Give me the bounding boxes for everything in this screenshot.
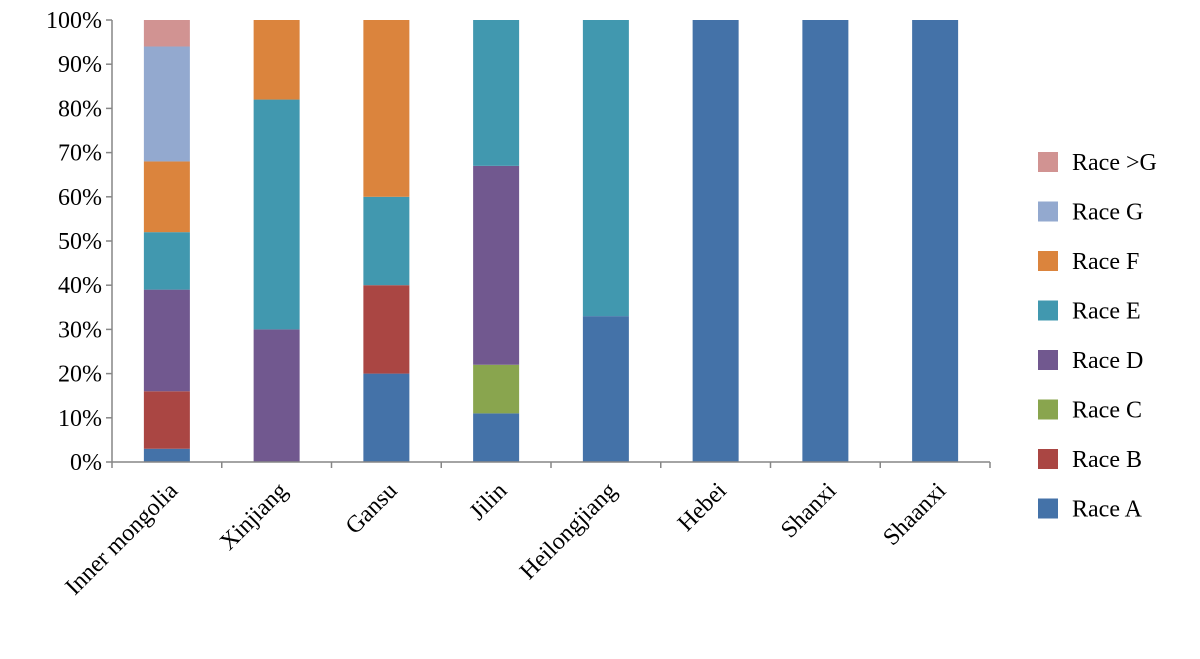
y-tick-label: 10% [58,406,102,432]
bar-segment-inner-mongolia-race-f [143,161,190,233]
y-tick-label: 60% [58,185,102,211]
category-label-gansu: Gansu [341,478,403,540]
legend-swatch-race-g [1038,201,1058,222]
bar-segment-heilongjiang-race-a [582,316,629,462]
legend-swatch-race-e [1038,300,1058,321]
legend-label-race-d: Race D [1072,348,1143,374]
legend-swatch-race-d [1038,350,1058,370]
bar-segment-xinjiang-race-f [253,20,300,100]
legend-label-race-gt-g: Race >G [1072,150,1157,176]
bar-segment-xinjiang-race-e [253,99,300,330]
bars-group [143,20,959,462]
bar-segment-jilin-race-c [473,364,520,414]
bar-segment-inner-mongolia-race-a [143,448,190,462]
bar-segment-inner-mongolia-race-b [143,391,190,449]
legend-swatch-race-c [1038,399,1058,420]
y-tick-label: 20% [58,362,102,388]
bar-segment-gansu-race-a [363,373,410,462]
legend-label-race-f: Race F [1072,249,1139,275]
legend-swatch-race-b [1038,449,1058,469]
y-tick-label: 30% [58,317,102,343]
y-tick-label: 90% [58,52,102,78]
y-tick-label: 100% [46,8,102,34]
bar-segment-inner-mongolia-race-d [143,289,190,392]
bar-segment-hebei-race-a [692,20,739,462]
y-tick-label: 40% [58,273,102,299]
y-tick-label: 0% [70,450,102,476]
y-tick-label: 50% [58,229,102,255]
legend-swatch-race-a [1038,498,1058,519]
category-label-shaanxi: Shaanxi [878,478,951,551]
x-tick-marks [111,462,991,468]
bar-segment-shaanxi-race-a [912,20,959,462]
bar-segment-gansu-race-e [363,196,410,286]
legend-label-race-e: Race E [1072,299,1141,325]
legend-swatch-race-f [1038,251,1058,271]
category-label-hebei: Hebei [673,478,732,537]
bar-segment-xinjiang-race-d [253,329,300,462]
y-tick-labels: 0% 10% 20% 30% 40% 50% 60% 70% 80% 90% 100% [46,8,112,476]
legend-label-race-c: Race C [1072,398,1142,424]
legend-label-race-b: Race B [1072,447,1142,473]
category-label-heilongjiang: Heilongjiang [515,478,622,585]
axes-group [111,20,990,463]
bar-segment-inner-mongolia-race-g [143,46,190,162]
legend-swatch-race-gt-g [1038,152,1058,172]
bar-segment-shanxi-race-a [802,20,849,462]
bar-segment-gansu-race-f [363,20,410,197]
category-label-inner-mongolia: Inner mongolia [61,478,184,601]
y-tick-label: 80% [58,96,102,122]
legend-label-race-g: Race G [1072,200,1143,226]
bar-segment-inner-mongolia-race-gt-g [143,20,190,47]
bar-segment-inner-mongolia-race-e [143,232,190,290]
category-labels: Inner mongolia Xinjiang Gansu Jilin Heilongj… [61,478,952,601]
bar-segment-jilin-race-a [473,413,520,462]
legend-label-race-a: Race A [1072,497,1143,523]
bar-segment-jilin-race-e [473,20,520,166]
category-label-shanxi: Shanxi [776,478,842,544]
category-label-xinjiang: Xinjiang [215,478,293,556]
bar-segment-heilongjiang-race-e [582,20,629,317]
category-label-jilin: Jilin [465,478,513,526]
y-tick-label: 70% [58,141,102,167]
bar-segment-jilin-race-d [473,165,520,365]
bar-segment-gansu-race-b [363,285,410,374]
legend: Race >G Race G Race F Race E Race D Race C Rac… [1038,150,1157,523]
